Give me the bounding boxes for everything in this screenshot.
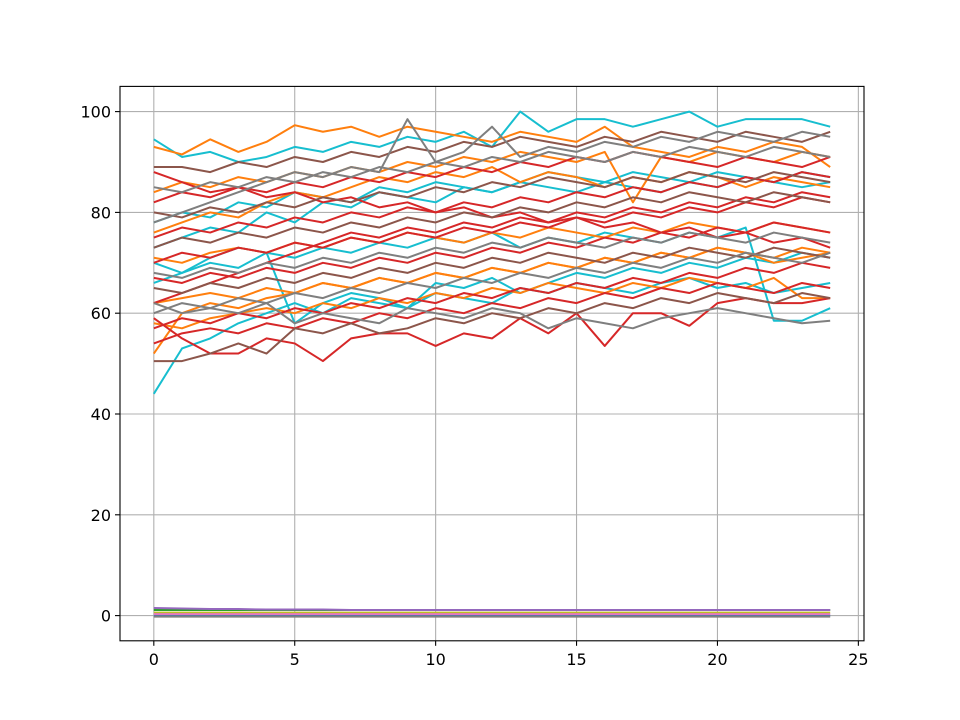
series-line-17	[153, 150, 831, 204]
series-line-22	[153, 130, 831, 174]
series-line-29	[153, 145, 831, 194]
series-line-31	[153, 302, 831, 330]
y-tick-label: 40	[91, 405, 111, 424]
series-layer	[152, 110, 831, 618]
y-axis: 0 20 40 60 80 100	[80, 103, 120, 626]
series-line-6	[153, 124, 831, 168]
series-line-30	[153, 231, 831, 279]
series-line-4	[153, 171, 831, 224]
y-tick-label: 20	[91, 506, 111, 525]
y-tick-label: 0	[101, 607, 111, 626]
y-tick-label: 100	[80, 103, 111, 122]
series-line-21	[153, 261, 831, 330]
x-tick-label: 15	[566, 650, 586, 669]
x-tick-label: 20	[707, 650, 727, 669]
series-line-24	[153, 171, 831, 219]
series-line-23	[153, 292, 831, 363]
x-axis: 0 5 10 15 20 25	[149, 640, 869, 669]
x-tick-label: 10	[425, 650, 445, 669]
series-line-20	[153, 196, 831, 264]
plot-frame	[119, 85, 865, 642]
series-line-18	[153, 221, 831, 284]
series-line-25	[153, 246, 831, 295]
series-line-9	[153, 246, 831, 305]
x-tick-label: 0	[149, 650, 159, 669]
series-line-14	[153, 297, 831, 363]
series-line-19	[153, 171, 831, 239]
grid-layer	[120, 86, 864, 641]
y-tick-label: 60	[91, 304, 111, 323]
x-tick-label: 5	[290, 650, 300, 669]
series-line-35	[153, 607, 831, 612]
series-line-26	[153, 191, 831, 249]
series-line-27	[153, 118, 831, 224]
series-line-15	[153, 281, 831, 345]
y-tick-label: 80	[91, 203, 111, 222]
x-tick-label: 25	[848, 650, 868, 669]
